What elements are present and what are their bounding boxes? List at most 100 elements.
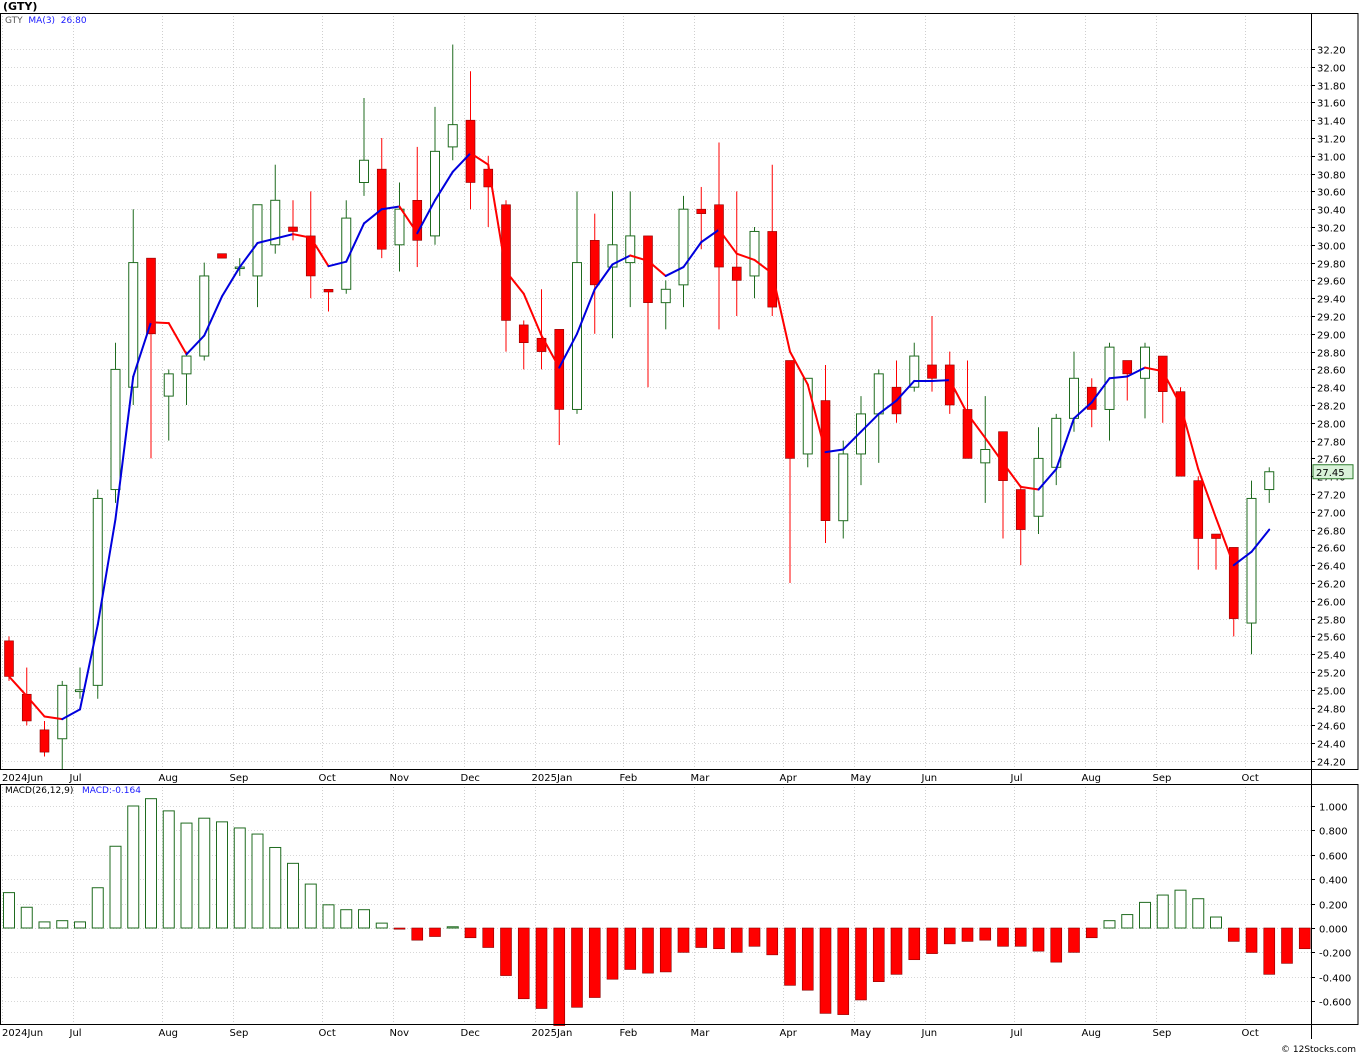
ma-segment (540, 334, 561, 369)
macd-bar-positive (127, 805, 140, 929)
candle-body-down (323, 288, 334, 293)
candle-body-down (412, 200, 423, 241)
price-month-label: Oct (319, 773, 336, 784)
ma-legend-value: 26.80 (60, 16, 87, 26)
macd-bar-positive (1210, 916, 1222, 929)
price-month-label: May (851, 773, 872, 784)
price-month-label: Sep (1153, 773, 1172, 784)
macd-bar-positive (251, 833, 264, 929)
candle-body-down (944, 364, 955, 406)
macd-bar-negative (890, 927, 903, 975)
price-tick-label: 25.80 (1317, 616, 1346, 627)
macd-tick-label: 0.800 (1319, 827, 1348, 838)
macd-bar-negative (961, 927, 974, 942)
ma-segment (1126, 366, 1146, 378)
candle-body-up (394, 208, 405, 246)
price-tick-label: 28.80 (1317, 349, 1346, 360)
macd-bar-negative (730, 927, 743, 953)
macd-bar-positive (233, 827, 246, 929)
macd-bar-negative (482, 927, 495, 948)
ma-segment (860, 412, 880, 433)
candle-body-down (501, 204, 511, 321)
ma-segment (451, 152, 472, 173)
price-month-label: 2024Jun (2, 773, 43, 784)
price-tick-label: 26.20 (1317, 580, 1346, 591)
price-tick-label: 29.00 (1317, 331, 1346, 342)
ma-segment (789, 350, 809, 386)
ma-segment (1055, 417, 1075, 471)
macd-bar-positive (269, 846, 282, 929)
macd-legend-label: MACD(26,12,9) (5, 786, 74, 796)
candle-body-down (21, 693, 32, 722)
macd-month-label: Oct (1242, 1028, 1259, 1039)
macd-month-label: Feb (620, 1028, 638, 1039)
price-month-label: Mar (691, 773, 711, 784)
candle-body-up (252, 204, 263, 277)
macd-bar-negative (837, 927, 850, 1015)
candle-body-up (607, 244, 618, 268)
macd-bar-negative (979, 927, 992, 941)
price-tick-label: 32.20 (1317, 46, 1346, 57)
macd-bar-negative (748, 927, 761, 947)
macd-bar-negative (1014, 927, 1027, 947)
macd-bar-negative (695, 927, 708, 948)
macd-bar-positive (180, 822, 193, 929)
macd-bar-negative (997, 927, 1009, 947)
price-tick-label: 25.60 (1317, 633, 1346, 644)
price-tick-label: 27.00 (1317, 509, 1346, 520)
macd-month-label: Jun (921, 1028, 938, 1039)
candle-body-down (1211, 533, 1221, 539)
ma-segment (558, 332, 578, 369)
candle-body-down (696, 208, 707, 214)
ma-segment (274, 233, 294, 240)
candle-body-down (554, 329, 565, 410)
macd-bar-negative (500, 927, 512, 976)
price-tick-label: 26.80 (1317, 527, 1346, 538)
candle-body-up (163, 373, 174, 397)
ma-segment (593, 263, 614, 291)
ma-segment (434, 170, 454, 202)
macd-bar-negative (1245, 927, 1258, 953)
macd-month-label: Apr (780, 1028, 798, 1039)
price-month-label: 2025Jan (532, 773, 573, 784)
candle-body-up (199, 275, 210, 357)
macd-bar-positive (38, 921, 51, 929)
ma-segment (629, 254, 649, 262)
macd-month-label: Aug (1082, 1028, 1102, 1039)
ma-segment (647, 259, 667, 277)
price-month-label: Aug (1082, 773, 1102, 784)
ma-segment (576, 288, 596, 335)
price-tick-label: 27.20 (1317, 491, 1346, 502)
candle-body-up (1264, 471, 1275, 491)
candle-body-up (980, 449, 991, 464)
macd-bar-negative (517, 927, 530, 1000)
ma-segment (948, 379, 969, 415)
macd-month-label: Aug (159, 1028, 179, 1039)
macd-bar-negative (943, 927, 956, 945)
macd-bar-positive (322, 904, 335, 929)
candle-body-up (1246, 497, 1257, 624)
price-tick-label: 31.00 (1317, 153, 1346, 164)
ma-segment (966, 412, 987, 439)
price-tick-label: 26.00 (1317, 598, 1346, 609)
macd-bar-positive (198, 817, 211, 929)
price-month-label: Jun (921, 773, 938, 784)
macd-bar-negative (784, 927, 796, 986)
macd-tick-label: 0.200 (1319, 901, 1348, 912)
candle-body-down (1193, 480, 1204, 539)
ma-segment (1019, 485, 1040, 491)
macd-bar-negative (393, 927, 406, 930)
price-tick-label: 29.80 (1317, 260, 1346, 271)
macd-tick-label: 1.000 (1319, 803, 1348, 814)
ma-segment (522, 292, 543, 337)
price-month-label: Feb (620, 773, 638, 784)
ma-segment (1073, 401, 1093, 420)
macd-bar-negative (1227, 927, 1240, 942)
macd-tick-label: -0.600 (1319, 998, 1351, 1009)
macd-bar-positive (1103, 920, 1116, 929)
ma-segment (96, 517, 117, 626)
candle-body-up (873, 373, 884, 415)
ma-segment (984, 436, 1004, 464)
